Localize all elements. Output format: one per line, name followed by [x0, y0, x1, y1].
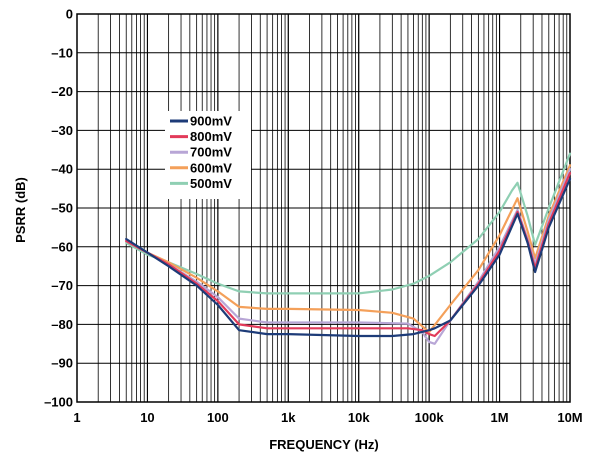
y-tick-label: –80 — [51, 317, 73, 332]
y-tick-label: –20 — [51, 84, 73, 99]
x-tick-label: 10M — [557, 410, 582, 425]
plot-frame — [76, 13, 571, 403]
y-tick-label: –60 — [51, 239, 73, 254]
y-tick-label: 0 — [66, 7, 73, 22]
x-tick-label: 1M — [491, 410, 509, 425]
y-tick-label: –90 — [51, 356, 73, 371]
x-tick-label: 1k — [281, 410, 296, 425]
x-axis-title: FREQUENCY (Hz) — [269, 437, 379, 452]
y-tick-label: –40 — [51, 162, 73, 177]
x-tick-label: 10k — [348, 410, 370, 425]
tick-labels: 1 10 100 1k 10k 100k 1M 10M 0 –10 –20 –30 –40 –50 –60 –… — [44, 7, 583, 426]
legend-label: 700mV — [190, 145, 232, 160]
x-tick-label: 100k — [415, 410, 445, 425]
legend-label: 800mV — [190, 129, 232, 144]
series-line-600mV — [125, 164, 572, 334]
y-tick-label: –30 — [51, 123, 73, 138]
chart-series — [125, 152, 572, 345]
x-tick-label: 100 — [207, 410, 229, 425]
y-axis-title: PSRR (dB) — [13, 177, 28, 243]
plot-border — [76, 13, 571, 403]
chart-grid — [76, 13, 571, 403]
series-line-900mV — [125, 177, 572, 338]
y-tick-label: –70 — [51, 278, 73, 293]
x-tick-label: 1 — [73, 410, 80, 425]
x-tick-label: 10 — [140, 410, 154, 425]
y-tick-label: –100 — [44, 395, 73, 410]
legend-label: 500mV — [190, 176, 232, 191]
y-tick-label: –10 — [51, 45, 73, 60]
series-line-500mV — [125, 152, 572, 295]
legend-label: 600mV — [190, 160, 232, 175]
legend-label: 900mV — [190, 114, 232, 129]
y-tick-label: –50 — [51, 201, 73, 216]
